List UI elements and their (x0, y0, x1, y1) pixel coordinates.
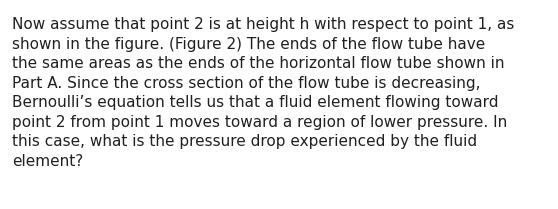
Text: Now assume that point 2 is at height h with respect to point 1, as
shown in the : Now assume that point 2 is at height h w… (12, 17, 514, 169)
